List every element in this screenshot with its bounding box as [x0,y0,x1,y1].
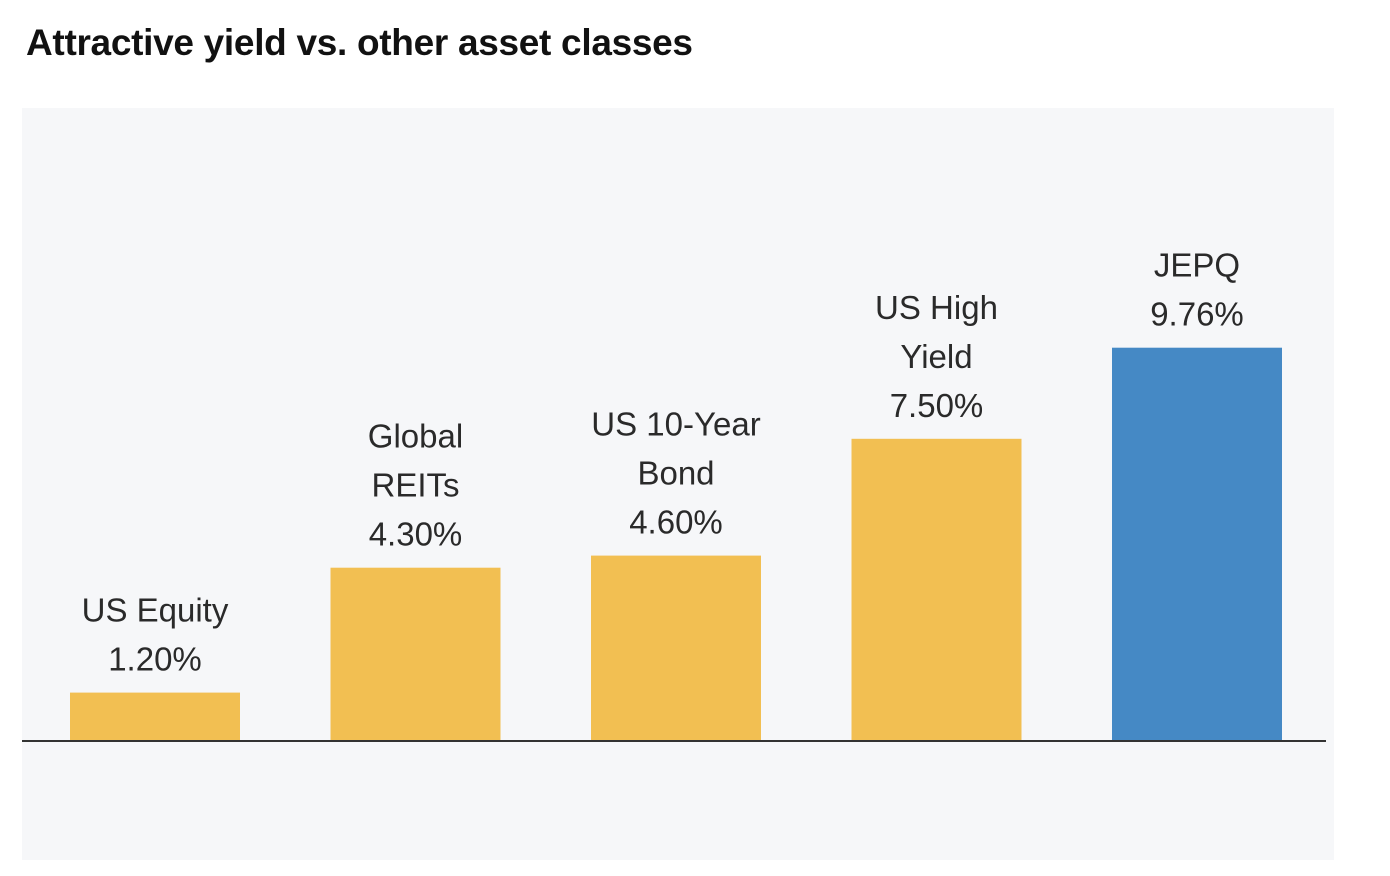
category-label-us-high-yield: Yield [900,338,972,375]
category-label-us-10-year-bond: US 10-Year [591,406,760,443]
chart-title: Attractive yield vs. other asset classes [26,22,693,63]
category-label-jepq: JEPQ [1154,247,1240,284]
value-label-jepq: 9.76% [1150,296,1244,333]
category-label-global-reits: Global [368,418,463,455]
bars-group [70,347,1282,742]
chart-panel: US Equity 1.20% Global REITs 4.30% US 10-Year… [22,108,1334,860]
value-label-global-reits: 4.30% [369,516,463,553]
value-label-us-10-year-bond: 4.60% [629,504,723,541]
category-label-us-high-yield: US High [875,289,998,326]
value-label-us-high-yield: 7.50% [890,387,984,424]
bar-us-high-yield [851,438,1022,742]
bar-us-equity [70,692,240,741]
bar-chart: US Equity 1.20% Global REITs 4.30% US 10-Year… [22,247,1326,742]
bar-us-10-year-bond [591,555,761,741]
labels-group: US Equity 1.20% Global REITs 4.30% US 10-Year… [82,247,1244,678]
bar-global-reits [330,567,501,741]
category-label-global-reits: REITs [371,467,459,504]
value-label-us-equity: 1.20% [108,641,202,678]
category-label-us-10-year-bond: Bond [637,455,714,492]
bar-jepq [1112,347,1282,741]
category-label-us-equity: US Equity [82,592,229,629]
